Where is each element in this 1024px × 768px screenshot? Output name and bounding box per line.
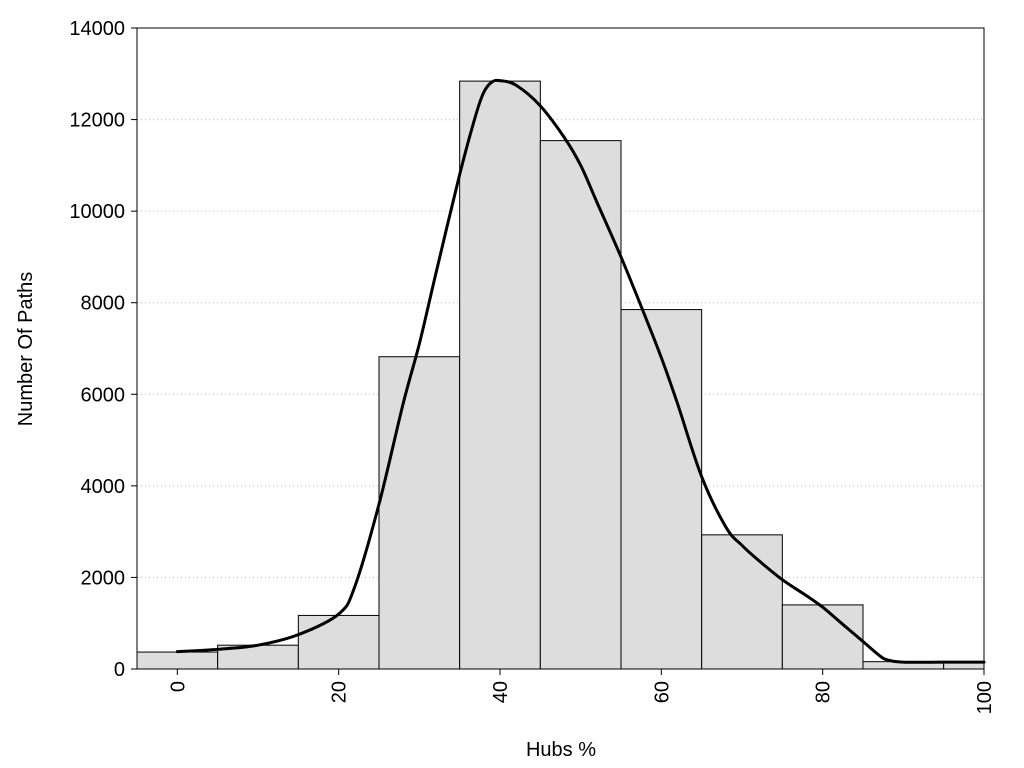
y-axis-ticks: 0 2000 4000 6000 8000 10000 12000 14000 <box>69 18 137 681</box>
y-tick-label: 4000 <box>81 476 126 498</box>
y-tick-label: 8000 <box>81 293 126 315</box>
y-axis-label: Number Of Paths <box>15 272 37 427</box>
density-curve <box>175 78 986 664</box>
y-tick-label: 14000 <box>69 18 125 40</box>
histogram-bar <box>378 356 461 670</box>
histogram-bar <box>136 651 219 670</box>
histogram-bars <box>136 80 985 670</box>
x-axis-label: Hubs % <box>526 739 596 761</box>
y-tick-label: 6000 <box>81 384 126 406</box>
plot-frame <box>136 27 985 670</box>
y-tick-label: 0 <box>114 659 125 681</box>
density-curve-layer <box>175 78 986 664</box>
y-tick-label: 10000 <box>69 201 125 223</box>
x-tick-label: 60 <box>651 681 673 703</box>
histogram-bar <box>539 140 622 670</box>
x-tick-label: 100 <box>974 681 996 714</box>
x-tick-label: 80 <box>813 681 835 703</box>
histogram-bar <box>620 309 703 670</box>
x-tick-label: 20 <box>329 681 351 703</box>
histogram-bar <box>297 614 380 670</box>
x-axis-ticks: 0 20 40 60 80 100 <box>167 669 996 714</box>
histogram-bar <box>781 604 864 670</box>
y-tick-label: 2000 <box>81 567 126 589</box>
x-tick-label: 40 <box>490 681 512 703</box>
x-tick-label: 0 <box>167 681 189 692</box>
histogram-bar <box>701 534 783 670</box>
histogram-bar <box>459 80 541 670</box>
y-tick-label: 12000 <box>69 110 125 132</box>
